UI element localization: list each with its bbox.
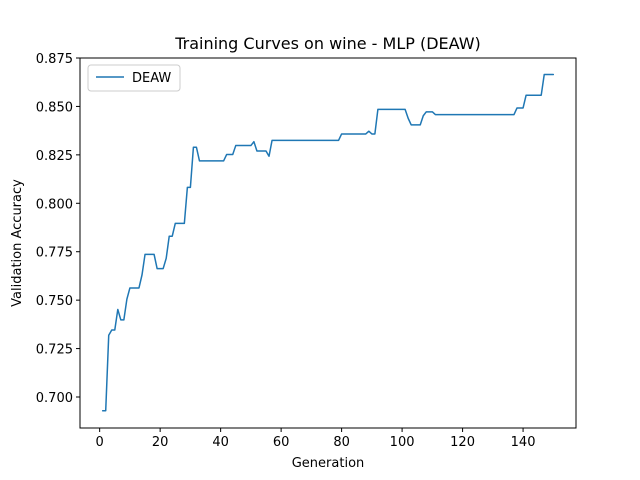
- x-axis: 0 20 40 60 80 100 120 140: [96, 428, 536, 450]
- y-tick-label: 0.750: [36, 294, 73, 309]
- legend: DEAW: [87, 64, 181, 92]
- x-tick-label: 20: [152, 435, 169, 450]
- chart-title: Training Curves on wine - MLP (DEAW): [174, 34, 481, 53]
- x-tick-label: 120: [450, 435, 475, 450]
- plot-area: [101, 73, 555, 412]
- x-tick-label: 80: [333, 435, 350, 450]
- y-tick-label: 0.825: [36, 149, 73, 164]
- series-line-deaw: [101, 73, 555, 412]
- x-tick-label: 60: [273, 435, 290, 450]
- axes-frame: [79, 57, 577, 429]
- y-tick-label: 0.700: [36, 391, 73, 406]
- y-tick-label: 0.725: [36, 343, 73, 358]
- x-tick-label: 100: [390, 435, 415, 450]
- x-tick-label: 140: [511, 435, 536, 450]
- y-axis-title: Validation Accuracy: [10, 179, 25, 307]
- y-tick-label: 0.875: [36, 52, 73, 67]
- legend-label: DEAW: [132, 71, 171, 86]
- x-tick-label: 0: [96, 435, 104, 450]
- legend-box: [87, 64, 181, 92]
- x-tick-label: 40: [212, 435, 229, 450]
- y-tick-label: 0.800: [36, 197, 73, 212]
- x-axis-title: Generation: [292, 456, 365, 471]
- y-axis: 0.700 0.725 0.750 0.775 0.800 0.825 0.850 0.875: [36, 52, 80, 406]
- y-tick-label: 0.850: [36, 100, 73, 115]
- y-tick-label: 0.775: [36, 246, 73, 261]
